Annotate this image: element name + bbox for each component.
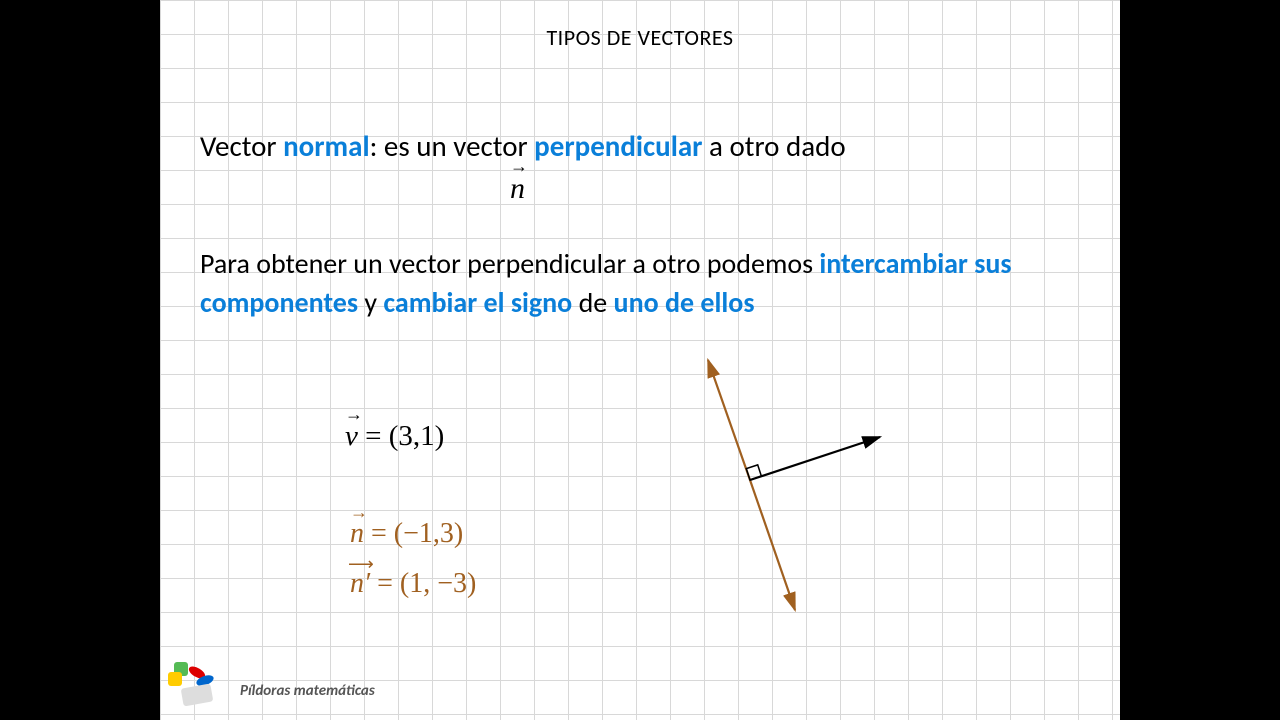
- def-suffix: a otro dado: [703, 128, 846, 164]
- vector-nprime-arrow: [750, 480, 795, 610]
- equation-n: n = (−1,3): [350, 518, 463, 550]
- method-paragraph: Para obtener un vector perpendicular a o…: [200, 244, 1080, 322]
- def-term: normal: [283, 128, 370, 164]
- eq-v-sym: v: [345, 420, 358, 453]
- eq-np-sym: n′: [350, 568, 370, 600]
- vector-n-symbol: n: [510, 172, 525, 206]
- para-p3: de: [572, 285, 613, 320]
- def-key: perpendicular: [534, 128, 702, 164]
- equation-v: v = (3,1): [345, 420, 444, 453]
- para-h2: cambiar el signo: [383, 285, 572, 320]
- notation-n: n: [510, 172, 525, 206]
- vector-v-arrow: [750, 437, 880, 480]
- para-p1: Para obtener un vector perpendicular a o…: [200, 246, 819, 281]
- logo-icon: [168, 658, 233, 708]
- vector-n-arrow: [708, 360, 750, 480]
- footer-brand: Píldoras matemáticas: [240, 682, 375, 700]
- slide-page: TIPOS DE VECTORES Vector normal: es un v…: [160, 0, 1120, 720]
- para-h3: uno de ellos: [614, 285, 755, 320]
- equation-nprime: n′ = (1, −3): [350, 568, 476, 600]
- def-prefix: Vector: [200, 128, 283, 164]
- vector-diagram: [590, 350, 910, 650]
- page-title: TIPOS DE VECTORES: [160, 24, 1120, 51]
- para-p2: y: [358, 285, 383, 320]
- eq-np-val: = (1, −3): [370, 568, 476, 599]
- eq-v-val: = (3,1): [358, 420, 444, 452]
- eq-n-sym: n: [350, 518, 364, 550]
- eq-n-val: = (−1,3): [364, 518, 463, 549]
